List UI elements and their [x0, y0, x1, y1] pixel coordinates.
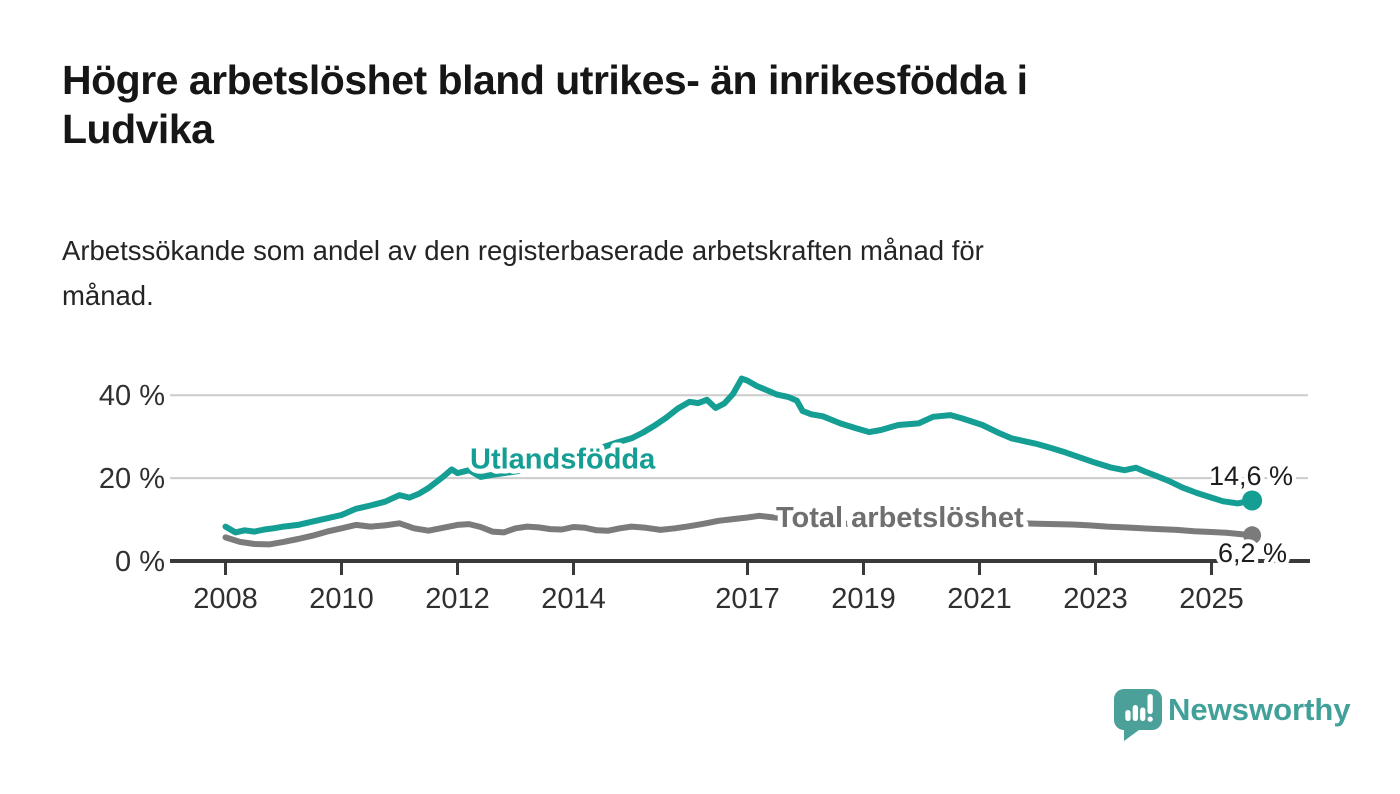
series-end-dot-total-arbetsloshet	[1243, 526, 1262, 545]
y-tick-label-20: 20 %	[99, 463, 165, 495]
title-line-2: Ludvika	[62, 106, 214, 152]
y-tick-label-40: 40 %	[99, 380, 165, 412]
series-line-utlandsfodda	[222, 375, 1256, 536]
x-tick-label-2023: 2023	[1063, 583, 1128, 615]
x-tick-label-2025: 2025	[1179, 583, 1244, 615]
bar-2	[1132, 705, 1138, 721]
newsworthy-logo	[1114, 689, 1162, 741]
brand-wordmark: Newsworthy	[1168, 692, 1351, 727]
y-tick-label-0: 0 %	[115, 546, 165, 578]
x-tick-label-2008: 2008	[193, 583, 258, 615]
exclamation-bar	[1147, 694, 1153, 714]
series-line-total-arbetsloshet	[222, 512, 1256, 548]
subtitle-line-2: månad.	[62, 280, 154, 311]
x-tick-label-2017: 2017	[715, 583, 780, 615]
exclamation-dot	[1147, 716, 1153, 722]
x-tick-label-2014: 2014	[541, 583, 606, 615]
end-value-label-total-arbetsloshet: 6,2 %	[1218, 538, 1287, 568]
series-end-dot-utlandsfodda	[1242, 490, 1263, 511]
bar-3	[1140, 707, 1146, 721]
x-tick-label-2021: 2021	[947, 583, 1012, 615]
series-label-total-arbetsloshet: Total arbetslöshet	[776, 502, 1024, 534]
chart-subtitle: Arbetssökande som andel av den registerb…	[62, 228, 1342, 318]
page-title: Högre arbetslöshet bland utrikes- än inr…	[62, 56, 1342, 154]
x-tick-label-2019: 2019	[831, 583, 896, 615]
bar-1	[1125, 710, 1131, 721]
x-tick-label-2010: 2010	[309, 583, 374, 615]
series-label-utlandsfodda: Utlandsfödda	[470, 444, 656, 476]
x-tick-label-2012: 2012	[425, 583, 490, 615]
end-value-label-utlandsfodda: 14,6 %	[1209, 461, 1293, 491]
title-line-1: Högre arbetslöshet bland utrikes- än inr…	[62, 57, 1028, 103]
bar-chart-speech-bubble-icon	[1114, 689, 1162, 741]
subtitle-line-1: Arbetssökande som andel av den registerb…	[62, 235, 984, 266]
